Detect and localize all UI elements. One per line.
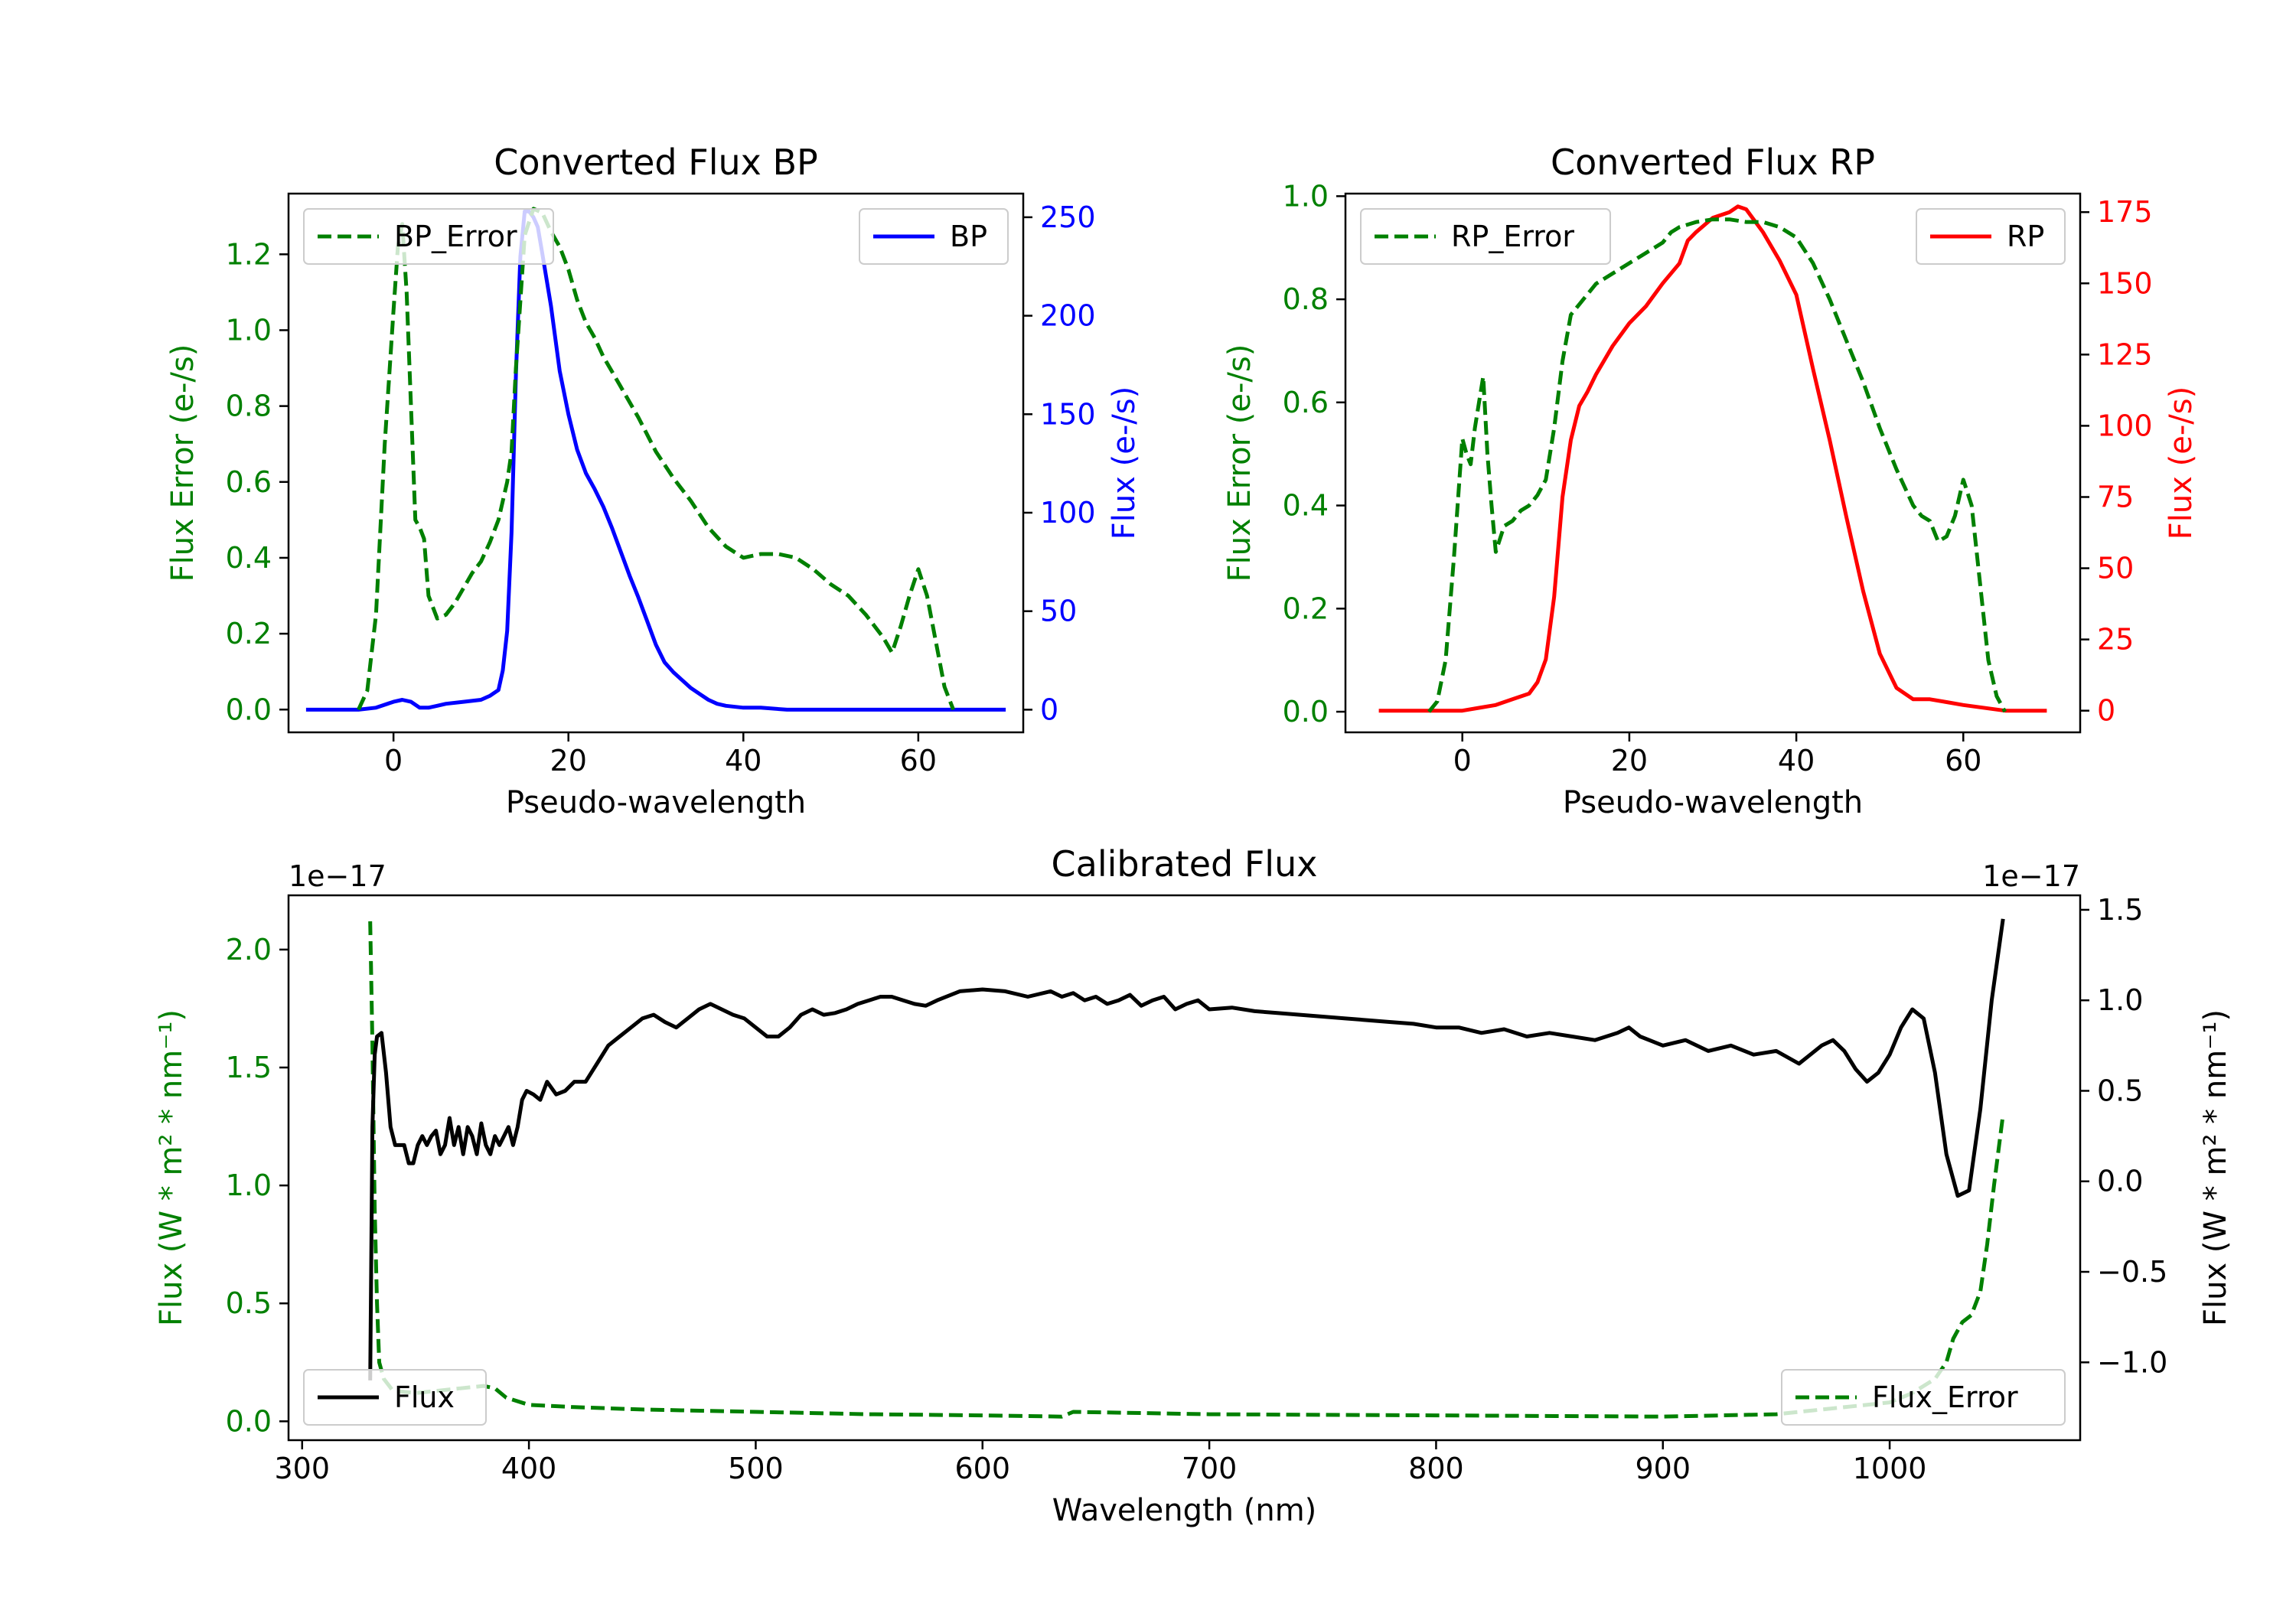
y-left-tick-label: 0.5: [226, 1286, 272, 1320]
y-left-tick-label: 0.8: [226, 390, 272, 423]
y-left-tick-label: 0.6: [1283, 386, 1329, 419]
x-tick-label: 400: [501, 1452, 557, 1485]
x-tick-label: 1000: [1853, 1452, 1927, 1485]
y-right-tick-label: 100: [2097, 409, 2153, 442]
y-left-axis-label: Flux Error (e-/s): [165, 344, 201, 582]
legend-box: [1781, 1369, 2066, 1426]
y-right-tick-label: 50: [2097, 552, 2134, 585]
x-tick-label: 800: [1408, 1452, 1464, 1485]
y-right-tick-label: 1.5: [2097, 893, 2143, 927]
x-axis-label: Pseudo-wavelength: [506, 785, 806, 820]
legend-label: RP: [2007, 220, 2044, 253]
series-line-rp-error: [1427, 217, 2007, 713]
plot-frame: [287, 894, 2082, 1442]
legend-label: BP: [950, 220, 987, 253]
plot-frame: [1344, 192, 2082, 734]
y-right-offset-text: 1e−17: [1982, 859, 2080, 893]
y-right-tick-label: 125: [2097, 337, 2153, 371]
y-left-axis-label: Flux (W * m² * nm⁻¹): [154, 1009, 189, 1326]
chart-rp: 0 20 40 60 0.0 0.2 0.4 0.6 0.8 1.0 0 25 50 75 100 125 15…: [1222, 142, 2199, 820]
legend-label: RP_Error: [1451, 220, 1574, 253]
series-line-rp: [1378, 204, 2047, 713]
y-left-tick-label: 1.5: [226, 1051, 272, 1084]
y-right-tick-label: 150: [1040, 397, 1096, 431]
y-left-tick-label: 0.0: [226, 693, 272, 726]
legend-right: RP: [1916, 208, 2066, 265]
x-tick-label: 700: [1182, 1452, 1238, 1485]
y-left-tick-label: 0.6: [226, 465, 272, 499]
x-tick-label: 0: [384, 744, 403, 777]
y-right-axis-label: Flux (e-/s): [1107, 386, 1142, 539]
x-axis-label: Wavelength (nm): [1052, 1493, 1317, 1528]
chart-title: Converted Flux RP: [1551, 142, 1875, 183]
legend-left: BP_Error: [303, 208, 554, 265]
plot-frame: [287, 192, 1025, 734]
series-line-flux-error: [368, 921, 2005, 1419]
x-tick-label: 20: [550, 744, 587, 777]
y-right-tick-label: 50: [1040, 595, 1077, 628]
x-tick-label: 900: [1635, 1452, 1691, 1485]
y-left-tick-label: 0.2: [226, 617, 272, 650]
chart-title: Converted Flux BP: [494, 142, 818, 183]
y-left-tick-label: 2.0: [226, 933, 272, 966]
x-tick-label: 40: [1778, 744, 1815, 777]
y-right-tick-label: 175: [2097, 195, 2153, 229]
x-axis-label: Pseudo-wavelength: [1563, 785, 1863, 820]
y-left-tick-label: 0.2: [1283, 592, 1329, 625]
y-right-tick-label: 100: [1040, 496, 1096, 530]
y-right-tick-label: 75: [2097, 480, 2134, 513]
x-tick-label: 20: [1611, 744, 1648, 777]
legend-label: Flux: [394, 1380, 455, 1414]
y-left-tick-label: 0.4: [1283, 489, 1329, 523]
x-tick-label: 60: [1945, 744, 1981, 777]
y-right-tick-label: 200: [1040, 299, 1096, 333]
y-left-offset-text: 1e−17: [289, 859, 386, 893]
y-right-tick-label: 0: [1040, 693, 1058, 726]
x-tick-label: 40: [725, 744, 762, 777]
y-right-tick-label: 0.5: [2097, 1074, 2143, 1107]
y-left-tick-label: 1.2: [226, 237, 272, 271]
legend-box: [303, 1369, 487, 1426]
y-left-tick-label: 0.0: [1283, 695, 1329, 729]
y-left-tick-label: 1.0: [226, 1169, 272, 1202]
y-left-tick-label: 0.4: [226, 541, 272, 575]
series-line-flux: [368, 918, 2005, 1380]
legend-box: [1360, 208, 1611, 265]
series-line-bp: [305, 209, 1006, 712]
y-right-tick-label: 25: [2097, 623, 2134, 657]
series-line-bp-error: [357, 207, 955, 711]
y-right-axis-label: Flux (e-/s): [2164, 386, 2199, 539]
y-left-axis-label: Flux Error (e-/s): [1222, 344, 1257, 582]
chart-cal: 300 400 500 600 700 800 900 1000 0.0 0.5 1.0 1.5 2.0…: [154, 843, 2233, 1528]
x-tick-label: 500: [728, 1452, 784, 1485]
y-right-tick-label: −1.0: [2097, 1345, 2167, 1379]
y-right-tick-label: −0.5: [2097, 1255, 2167, 1289]
y-right-tick-label: 150: [2097, 266, 2153, 300]
legend-left: Flux: [303, 1369, 487, 1426]
chart-bp: 0 20 40 60 0.0 0.2 0.4 0.6 0.8 1.0 1.2 0 50 100 150 200…: [165, 142, 1142, 820]
y-right-tick-label: 0.0: [2097, 1165, 2143, 1198]
x-tick-label: 600: [955, 1452, 1011, 1485]
y-right-tick-label: 1.0: [2097, 983, 2143, 1017]
x-tick-label: 0: [1453, 744, 1472, 777]
x-tick-label: 60: [900, 744, 937, 777]
chart-title: Calibrated Flux: [1052, 843, 1318, 885]
legend-label: BP_Error: [394, 220, 517, 253]
legend-left: RP_Error: [1360, 208, 1611, 265]
y-right-axis-label: Flux (W * m² * nm⁻¹): [2198, 1009, 2233, 1326]
y-left-tick-label: 1.0: [1283, 179, 1329, 213]
y-left-tick-label: 1.0: [226, 313, 272, 347]
x-tick-label: 300: [275, 1452, 331, 1485]
legend-right: Flux_Error: [1781, 1369, 2066, 1426]
y-right-tick-label: 250: [1040, 200, 1096, 234]
y-left-tick-label: 0.0: [226, 1404, 272, 1438]
legend-right: BP: [859, 208, 1009, 265]
y-right-tick-label: 0: [2097, 694, 2115, 728]
legend-label: Flux_Error: [1872, 1380, 2018, 1414]
legend-box: [303, 208, 554, 265]
y-left-tick-label: 0.8: [1283, 282, 1329, 316]
